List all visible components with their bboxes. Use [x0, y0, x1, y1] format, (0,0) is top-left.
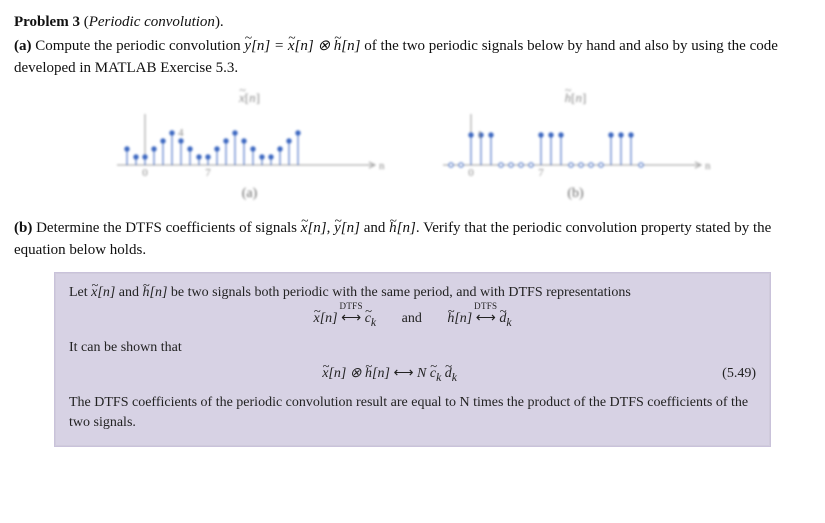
theorem-conv-line: (5.49) x[n] ⊗ h[n] DTFS ⟷ N ck dk — [69, 364, 756, 387]
part-a-equation: y[n] = x[n] ⊗ h[n] — [244, 38, 364, 54]
svg-text:n: n — [379, 160, 385, 172]
dtfs-arrow-1: DTFS ⟷ — [341, 309, 361, 329]
part-b-label: (b) — [14, 220, 32, 236]
svg-text:0: 0 — [468, 167, 474, 179]
theorem-intro: Let x[n] and h[n] be two signals both pe… — [69, 283, 756, 303]
and-text: and — [402, 311, 422, 326]
part-b-paragraph: (b) Determine the DTFS coefficients of s… — [14, 218, 811, 262]
svg-text:7: 7 — [205, 167, 211, 179]
svg-text:1: 1 — [477, 129, 483, 141]
figure-a-caption: (a) — [115, 184, 385, 204]
figure-b-plot: 0 7 n 1 — [441, 110, 711, 180]
figure-a: x[n] 0 7 n 4 (a) — [115, 89, 385, 204]
figure-a-title: x[n] — [115, 89, 385, 108]
part-a-paragraph: (a) Compute the periodic convolution y[n… — [14, 36, 811, 80]
problem-number: Problem 3 — [14, 14, 80, 30]
dtfs-arrow-2: DTFS ⟷ — [476, 309, 496, 329]
svg-text:n: n — [705, 160, 711, 172]
figure-row: x[n] 0 7 n 4 (a) h[n] 0 7 n 1 (b) — [14, 89, 811, 204]
figure-b-caption: (b) — [441, 184, 711, 204]
figure-b: h[n] 0 7 n 1 (b) — [441, 89, 711, 204]
problem-subtitle: Periodic convolution — [89, 14, 215, 30]
svg-text:4: 4 — [178, 127, 184, 139]
theorem-closing: The DTFS coefficients of the periodic co… — [69, 393, 756, 434]
theorem-shown: It can be shown that — [69, 338, 756, 358]
theorem-pair-line: x[n] DTFS ⟷ ck and h[n] DTFS ⟷ dk — [69, 309, 756, 332]
figure-a-plot: 0 7 n 4 — [115, 110, 385, 180]
part-a-label: (a) — [14, 38, 32, 54]
dtfs-arrow-3: DTFS ⟷ — [393, 364, 413, 384]
figure-b-title: h[n] — [441, 89, 711, 108]
part-a-text-1: Compute the periodic convolution — [35, 38, 244, 54]
problem-heading: Problem 3 (Periodic convolution). — [14, 12, 811, 34]
svg-text:0: 0 — [142, 167, 148, 179]
svg-text:7: 7 — [538, 167, 544, 179]
theorem-box: Let x[n] and h[n] be two signals both pe… — [54, 272, 771, 447]
equation-number: (5.49) — [722, 364, 756, 384]
